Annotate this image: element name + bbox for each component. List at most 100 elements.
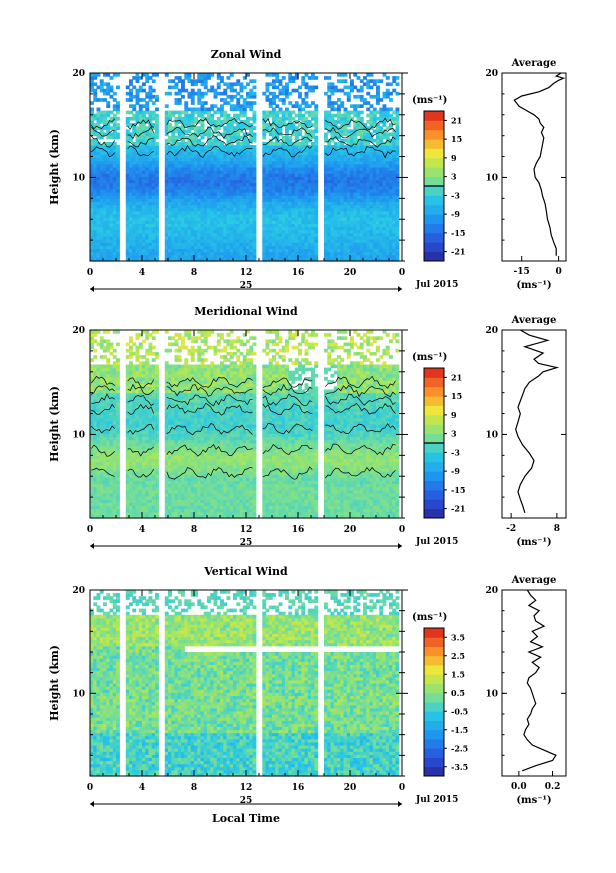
x-axis-label: Local Time xyxy=(212,812,280,825)
heatmap-cells xyxy=(90,73,400,262)
average-y-tick-label: 20 xyxy=(485,69,498,79)
average-frame xyxy=(501,72,567,262)
average-x-label: (ms⁻¹) xyxy=(516,795,551,806)
x-tick-label: 20 xyxy=(344,783,357,793)
panel-title: Vertical Wind xyxy=(203,565,288,578)
average-profile-line xyxy=(513,72,566,256)
heatmap-cells xyxy=(90,590,400,777)
average-y-tick-label: 10 xyxy=(485,430,498,440)
average-profile-line xyxy=(515,329,560,513)
date-bar: 25 Jul 2015 xyxy=(90,280,458,292)
date-label: 25 xyxy=(240,796,253,806)
colorbar-tick-label: -0.5 xyxy=(451,706,468,716)
colorbar-unit: (ms⁻¹) xyxy=(412,352,447,363)
x-tick-label: 20 xyxy=(344,525,357,535)
contour-lines xyxy=(91,117,396,159)
average-x-tick-label: 8 xyxy=(554,524,560,534)
average-y-tick-label: 10 xyxy=(485,173,498,183)
date-bar: 25 Jul 2015 xyxy=(90,537,458,549)
x-tick-label: 8 xyxy=(191,268,197,278)
colorbar-tick-label: 9 xyxy=(451,153,457,163)
colorbar-unit: (ms⁻¹) xyxy=(412,95,447,106)
y-tick-label: 20 xyxy=(72,586,85,596)
x-axis: 0 4 8 12 16 20 0 xyxy=(87,590,405,793)
colorbar-tick-label: 3.5 xyxy=(451,632,465,642)
colorbar-tick-label: -9 xyxy=(451,466,460,476)
panel-2: 0 4 8 12 16 20 0 25 Jul 2015 10 20 Height (km) Merid… xyxy=(48,305,567,549)
date-bar: 25 Jul 2015 xyxy=(90,795,458,807)
average-frame xyxy=(501,589,567,777)
average-x-label: (ms⁻¹) xyxy=(516,537,551,548)
colorbar: (ms⁻¹) 21 15 9 3 -3 -9 -15 -21 xyxy=(412,95,465,262)
month-label: Jul 2015 xyxy=(415,537,458,547)
colorbar-tick-label: 21 xyxy=(451,115,462,125)
colorbar-tick-label: -21 xyxy=(451,247,465,257)
x-tick-label: 12 xyxy=(240,268,253,278)
y-axis-label: Height (km) xyxy=(48,386,61,462)
date-label: 25 xyxy=(240,281,253,291)
y-axis: 10 20 xyxy=(72,69,408,262)
colorbar-unit: (ms⁻¹) xyxy=(412,612,447,623)
average-panel: Average 10 20 -2 8(ms⁻¹) xyxy=(485,315,567,548)
x-tick-label: 16 xyxy=(292,783,305,793)
y-axis-label: Height (km) xyxy=(48,645,61,721)
colorbar-tick-label: -15 xyxy=(451,485,465,495)
average-y-tick-label: 20 xyxy=(485,586,498,596)
y-tick-label: 20 xyxy=(72,326,85,336)
average-title: Average xyxy=(511,58,557,69)
x-tick-label: 0 xyxy=(399,783,405,793)
colorbar-tick-label: -21 xyxy=(451,504,465,514)
colorbar-tick-label: -1.5 xyxy=(451,725,468,735)
x-tick-label: 0 xyxy=(399,525,405,535)
colorbar-tick-label: 3 xyxy=(451,429,457,439)
x-tick-label: 8 xyxy=(191,525,197,535)
colorbar-tick-label: 21 xyxy=(451,372,462,382)
colorbar-tick-label: 3 xyxy=(451,172,457,182)
heatmap-cells xyxy=(90,330,400,519)
x-axis: 0 4 8 12 16 20 0 xyxy=(87,73,405,278)
colorbar-tick-label: 15 xyxy=(451,134,462,144)
average-panel: Average 10 20 -15 0 (ms⁻¹) xyxy=(485,58,567,291)
x-axis: 0 4 8 12 16 20 0 xyxy=(87,330,405,535)
y-axis: 10 20 xyxy=(72,586,408,777)
x-tick-label: 0 xyxy=(87,525,93,535)
y-tick-label: 10 xyxy=(72,689,85,699)
colorbar-tick-label: 15 xyxy=(451,391,462,401)
x-tick-label: 16 xyxy=(292,268,305,278)
x-tick-label: 12 xyxy=(240,525,253,535)
date-label: 25 xyxy=(240,538,253,548)
average-panel: Average 10 20 0.0 0.2 (ms⁻¹) xyxy=(485,575,567,806)
colorbar-tick-label: -3 xyxy=(451,447,460,457)
average-x-tick-label: 0.2 xyxy=(545,782,561,792)
colorbar-tick-label: -3 xyxy=(451,190,460,200)
x-tick-label: 0 xyxy=(87,783,93,793)
average-x-tick-label: 0.0 xyxy=(511,782,527,792)
x-tick-label: 8 xyxy=(191,783,197,793)
x-tick-label: 20 xyxy=(344,268,357,278)
y-tick-label: 10 xyxy=(72,173,85,183)
month-label: Jul 2015 xyxy=(415,280,458,290)
y-tick-label: 20 xyxy=(72,69,85,79)
colorbar: (ms⁻¹) 21 15 9 3 -3 -9 -15 -21 xyxy=(412,352,465,519)
x-tick-label: 12 xyxy=(240,783,253,793)
colorbar-tick-label: 2.5 xyxy=(451,651,465,661)
colorbar-tick-label: 1.5 xyxy=(451,669,465,679)
y-axis-label: Height (km) xyxy=(48,129,61,205)
average-title: Average xyxy=(511,575,557,586)
colorbar-tick-label: 9 xyxy=(451,410,457,420)
average-y-tick-label: 20 xyxy=(485,326,498,336)
colorbar-tick-label: 0.5 xyxy=(451,688,465,698)
average-x-tick-label: 0 xyxy=(555,267,561,277)
x-tick-label: 4 xyxy=(139,268,145,278)
colorbar-tick-label: -2.5 xyxy=(451,743,468,753)
panel-title: Meridional Wind xyxy=(194,305,298,318)
x-tick-label: 16 xyxy=(292,525,305,535)
month-label: Jul 2015 xyxy=(415,795,458,805)
average-x-label: (ms⁻¹) xyxy=(516,280,551,291)
panel-1: 0 4 8 12 16 20 0 25 Jul 2015 10 20 Height (km) Zonal… xyxy=(48,48,567,292)
panel-title: Zonal Wind xyxy=(211,48,282,61)
x-tick-label: 0 xyxy=(399,268,405,278)
contour-lines xyxy=(91,375,396,480)
average-y-tick-label: 10 xyxy=(485,689,498,699)
